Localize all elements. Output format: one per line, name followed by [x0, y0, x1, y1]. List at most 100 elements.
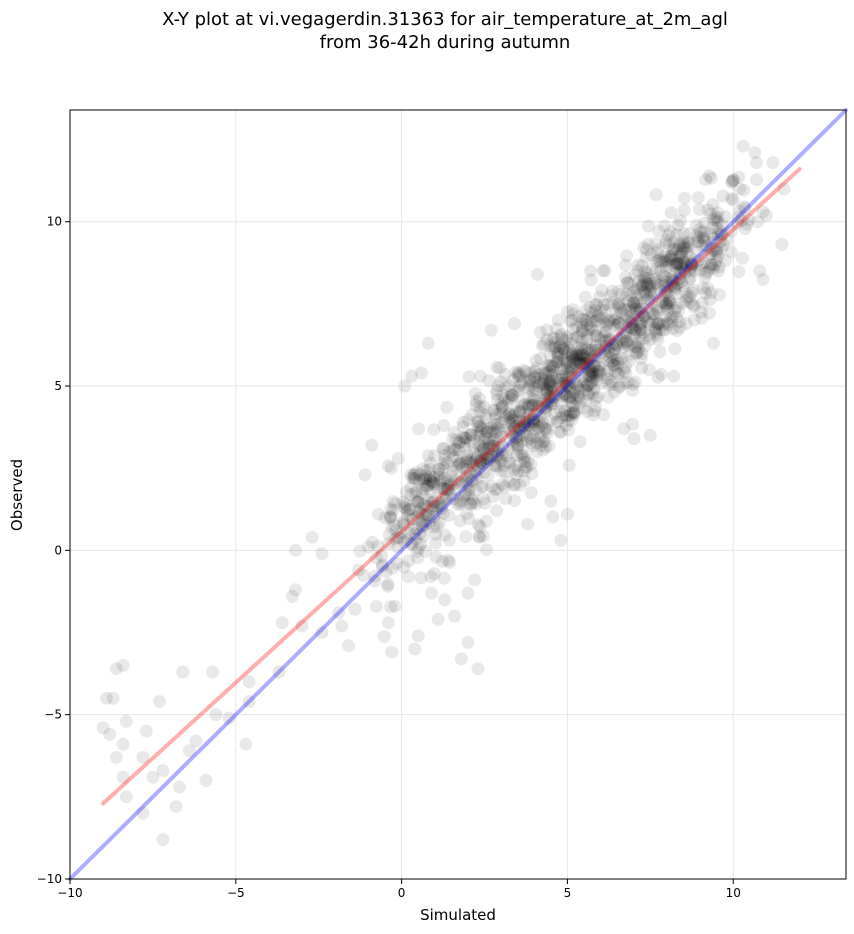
scatter-point [704, 227, 718, 241]
scatter-point [726, 193, 740, 207]
scatter-point [576, 356, 590, 370]
scatter-point [523, 372, 537, 386]
scatter-point [546, 332, 560, 346]
scatter-point [732, 170, 746, 184]
scatter-point [315, 626, 329, 639]
scatter-point [657, 288, 671, 302]
scatter-point [476, 479, 490, 493]
scatter-point [593, 346, 607, 360]
scatter-point [589, 298, 603, 312]
scatter-point [609, 338, 623, 352]
scatter-point [727, 173, 740, 187]
scatter-point [610, 359, 624, 373]
scatter-point [437, 442, 451, 456]
scatter-point [582, 370, 596, 384]
scatter-point [601, 316, 615, 330]
scatter-point [541, 426, 555, 440]
scatter-point [495, 399, 509, 413]
scatter-point [608, 342, 622, 356]
scatter-point [566, 353, 580, 367]
scatter-point [558, 388, 572, 402]
scatter-point [524, 432, 538, 446]
scatter-point [573, 357, 587, 371]
scatter-point [500, 409, 513, 423]
scatter-point [480, 543, 493, 557]
scatter-point [407, 471, 421, 485]
scatter-point [427, 510, 441, 524]
scatter-point [615, 352, 629, 365]
scatter-point [673, 248, 687, 262]
scatter-point [502, 379, 516, 393]
scatter-point [491, 379, 505, 393]
scatter-point [706, 221, 720, 235]
scatter-point [436, 554, 449, 568]
scatter-point [502, 394, 516, 408]
scatter-point [371, 539, 385, 553]
scatter-point [472, 437, 486, 451]
scatter-point [694, 305, 708, 319]
scatter-point [518, 455, 532, 469]
scatter-point [539, 388, 553, 401]
scatter-point [459, 530, 473, 544]
scatter-point [453, 476, 467, 490]
scatter-point [597, 298, 611, 312]
scatter-point [751, 215, 765, 229]
scatter-point [381, 459, 395, 473]
scatter-point [415, 366, 428, 380]
scatter-point [391, 540, 405, 554]
scatter-point [437, 461, 451, 474]
scatter-point [583, 353, 597, 367]
scatter-point [571, 388, 585, 402]
scatter-point [609, 352, 623, 366]
scatter-point [579, 383, 593, 397]
scatter-point [725, 174, 739, 188]
scatter-point [435, 481, 449, 495]
scatter-point [423, 469, 437, 483]
scatter-point [662, 250, 676, 264]
scatter-point [680, 235, 694, 249]
scatter-point [636, 331, 650, 345]
scatter-point [694, 225, 708, 239]
scatter-point [469, 398, 483, 412]
scatter-point [619, 334, 633, 348]
scatter-point [490, 417, 504, 431]
scatter-point [478, 408, 492, 422]
scatter-point [420, 479, 434, 493]
scatter-point [561, 409, 575, 423]
scatter-point [460, 462, 474, 476]
scatter-point [444, 477, 458, 491]
scatter-point [664, 225, 677, 239]
scatter-point [522, 401, 535, 414]
scatter-point [583, 364, 597, 378]
scatter-point [446, 443, 459, 457]
scatter-point [630, 303, 643, 317]
scatter-point [489, 444, 503, 458]
scatter-point [570, 348, 584, 362]
scatter-point [545, 368, 558, 382]
scatter-point [441, 482, 454, 496]
scatter-point [586, 408, 600, 422]
scatter-point [663, 273, 677, 287]
reference-lines [68, 108, 848, 881]
scatter-point [492, 448, 506, 462]
scatter-point [524, 366, 538, 379]
scatter-point [604, 351, 617, 364]
scatter-point [664, 252, 678, 266]
scatter-point [453, 495, 467, 509]
scatter-point [601, 297, 615, 311]
scatter-point [551, 313, 565, 327]
scatter-point [398, 497, 412, 511]
scatter-point [668, 342, 682, 356]
scatter-point [634, 323, 648, 337]
scatter-point [667, 303, 681, 317]
scatter-point [659, 236, 673, 250]
scatter-point [419, 544, 433, 558]
scatter-point [408, 642, 422, 656]
scatter-point [658, 249, 672, 263]
scatter-point [585, 375, 599, 389]
scatter-point [622, 348, 636, 362]
scatter-point [532, 420, 546, 434]
scatter-point [577, 313, 591, 326]
scatter-point [368, 574, 382, 588]
scatter-point [644, 295, 658, 309]
